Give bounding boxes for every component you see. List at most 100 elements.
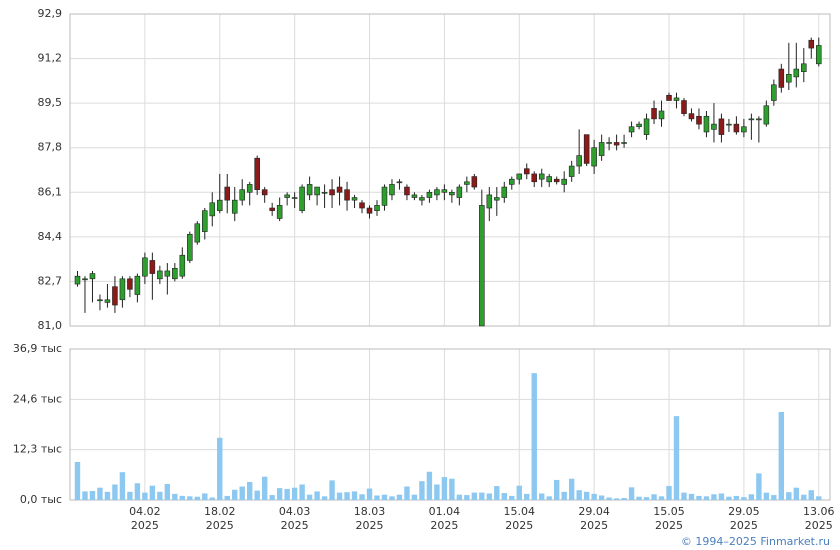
volume-bar [583,491,590,500]
volume-bar [554,479,560,500]
x-tick-label: 04.03 [279,505,311,518]
y-tick-label: 82,7 [38,274,63,287]
candle-body [127,278,133,290]
candle-body [538,173,545,180]
x-tick-label: 2025 [281,519,309,532]
volume-bar [733,495,740,500]
volume-bar [666,486,672,500]
candle-body [366,207,373,214]
candle-body [681,100,687,114]
candle-body [381,186,388,206]
plot-frame [69,13,831,327]
y-tick-label: 12,3 тыс [13,443,62,456]
volume-bar [516,485,522,500]
candle-body [606,142,612,144]
volume-bar [247,481,253,500]
candle-body [97,299,103,302]
volume-bar [254,490,260,500]
volume-bar [711,494,717,500]
volume-bar [786,492,792,500]
volume-bar [411,494,418,500]
candle-body [494,197,500,201]
volume-bar [74,461,81,500]
candle-body [179,254,186,277]
volume-bar [793,487,800,500]
candle-body [187,233,193,261]
volume-bar [104,491,111,500]
candle-body [658,110,665,120]
x-tick-label: 04.02 [129,505,161,518]
volume-bar [763,492,770,500]
candle-body [456,186,463,198]
candle-body [464,181,470,185]
volume-bar [82,491,88,500]
volume-bar [456,494,463,500]
candle-body [621,142,627,144]
x-tick-label: 15.05 [653,505,685,518]
volume-bar [801,494,807,500]
volume-bar [299,484,305,500]
candle-body [741,126,747,133]
x-tick-label: 18.03 [354,505,386,518]
volume-bar [179,495,186,500]
candle-body [576,155,582,167]
volume-bar [321,496,328,500]
candle-body [74,275,81,285]
volume-bar [688,493,695,500]
candle-body [516,173,523,180]
volume-bar [501,493,507,500]
candle-body [344,189,350,201]
volume-bar [344,492,350,500]
x-tick-label: 2025 [580,519,608,532]
y-tick-label: 86,1 [38,185,63,198]
volume-bar [336,492,343,500]
candle-body [786,74,792,83]
volume-bar [284,488,290,500]
volume-bar [576,490,582,500]
volume-bar [756,473,762,500]
volume-bar [591,493,597,500]
volume-bar [471,492,478,500]
volume-bar [261,476,268,500]
candle-body [808,39,815,49]
candle-body [336,186,343,193]
candle-body [636,123,642,128]
x-tick-label: 29.05 [728,505,760,518]
volume-bar [404,486,410,500]
candle-body [351,197,358,201]
candle-body [434,189,440,196]
volume-bar [306,494,313,500]
volume-bar [771,495,777,500]
y-tick-label: 89,5 [38,96,63,109]
candle-body [561,178,567,185]
candle-body [246,184,253,193]
candle-body [269,207,275,211]
volume-bar [651,494,657,500]
candle-body [374,205,380,211]
volume-bar [748,494,755,500]
candle-body [284,194,290,198]
y-tick-label: 24,6 тыс [13,392,62,405]
volume-bar [366,488,373,500]
volume-bar [426,471,433,500]
x-tick-label: 13.06 [803,505,835,518]
candle-body [216,199,223,211]
candle-body [411,194,418,198]
volume-bar [524,493,530,500]
x-tick-label: 2025 [356,519,384,532]
volume-bar [531,373,537,500]
candle-body [688,113,695,120]
volume-bar [628,487,635,500]
candle-body [441,189,448,193]
x-tick-label: 2025 [430,519,458,532]
candle-body [486,194,493,209]
volume-bar [741,497,747,500]
candle-body [239,189,245,201]
candle-body [209,202,216,217]
copyright: © 1994–2025 Finmarket.ru [681,535,830,548]
y-tick-label: 84,4 [38,230,63,243]
volume-bar [374,495,380,500]
candle-body [157,270,163,280]
candle-body [134,275,141,295]
